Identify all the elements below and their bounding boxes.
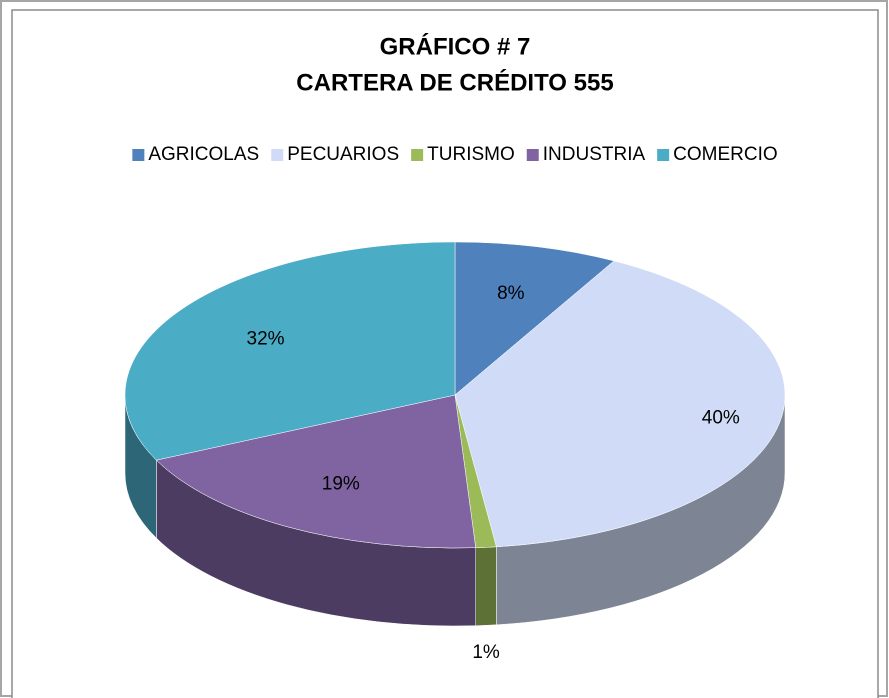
legend-label: PECUARIOS <box>287 144 399 165</box>
slice-side <box>475 546 497 626</box>
legend-label: AGRICOLAS <box>148 144 259 165</box>
data-label: 8% <box>497 283 525 304</box>
slice <box>454 241 615 396</box>
slice <box>155 394 477 549</box>
legend-swatch <box>526 149 539 161</box>
data-label: 19% <box>322 474 360 495</box>
data-label: 40% <box>702 408 740 429</box>
data-label: 1% <box>472 642 500 663</box>
legend-swatch <box>411 149 424 161</box>
chart-subtitle: CARTERA DE CRÉDITO 555 <box>296 68 613 96</box>
legend-swatch <box>271 149 284 161</box>
legend-label: INDUSTRIA <box>543 144 646 165</box>
legend-label: TURISMO <box>427 144 515 165</box>
chart-title: GRÁFICO # 7 <box>380 32 531 60</box>
data-label: 32% <box>247 328 285 349</box>
legend-swatch <box>657 149 670 161</box>
legend-label: COMERCIO <box>673 144 778 165</box>
legend-swatch <box>132 149 145 161</box>
slice <box>124 241 456 461</box>
slice <box>454 260 786 548</box>
